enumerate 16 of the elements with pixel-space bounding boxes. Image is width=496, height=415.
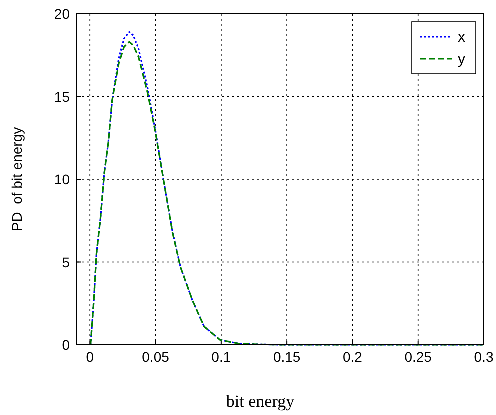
x-tick-label: 0.1 [212,349,232,365]
legend-label: y [458,51,466,68]
y-tick-label: 10 [54,172,70,188]
y-tick-label: 5 [62,254,70,270]
y-axis-title: PD of bit energy [9,127,25,232]
x-tick-label: 0.25 [404,349,432,365]
y-tick-label: 20 [54,6,70,22]
legend-label: x [458,29,466,46]
x-tick-label: 0.15 [273,349,301,365]
x-tick-label: 0.05 [142,349,170,365]
x-tick-label: 0.2 [342,349,363,365]
x-tick-label: 0 [86,349,94,365]
y-tick-label: 0 [62,337,70,353]
x-axis-title: bit energy [226,392,296,411]
x-tick-label: 0.3 [474,349,494,365]
y-tick-label: 15 [54,88,70,105]
